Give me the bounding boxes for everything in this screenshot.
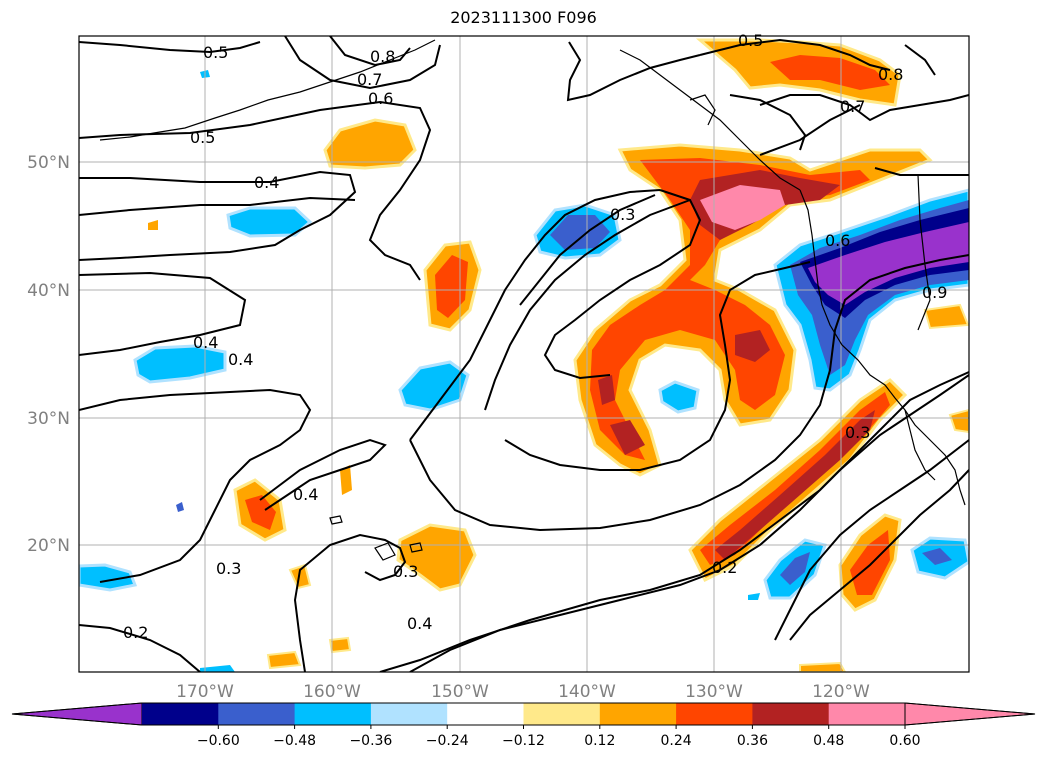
colorbar-tick-label: 0.24	[661, 733, 692, 749]
contour-label: 0.8	[370, 47, 395, 66]
colorbar-segment	[218, 703, 296, 725]
colorbar-tick-label: 0.48	[813, 733, 844, 749]
map-frame	[78, 35, 970, 673]
colorbar-segment	[447, 703, 524, 725]
shaded-region-southeast-band-red	[700, 392, 890, 565]
lon-label-170w: 170°W	[176, 682, 234, 702]
map-title: 2023111300 F096	[450, 8, 597, 27]
contour-label: 0.5	[190, 128, 215, 147]
colorbar-segment	[370, 703, 448, 725]
shaded-region-southeast-red-2	[850, 530, 890, 595]
contour-label: 0.3	[845, 423, 870, 442]
shaded-region-blue-tiny-1	[200, 665, 235, 672]
contour-label: 0.5	[203, 43, 228, 62]
shaded-region-central-orange	[573, 143, 933, 477]
colorbar-segment	[599, 703, 677, 725]
colorbar-tick-label: −0.24	[426, 733, 469, 749]
lon-label-130w: 130°W	[685, 682, 743, 702]
colorbar-tick-label: −0.36	[349, 733, 392, 749]
colorbar-extend-low	[11, 702, 143, 726]
contour-label: 0.7	[357, 70, 382, 89]
colorbar-segment	[752, 703, 830, 725]
contour-label: 0.4	[254, 173, 279, 192]
contour-label: 0.6	[368, 89, 393, 108]
lon-label-140w: 140°W	[558, 682, 616, 702]
contour-label: 0.8	[878, 65, 903, 84]
colorbar-tick-label: 0.36	[737, 733, 768, 749]
shaded-region-blue-mid	[398, 360, 470, 412]
shaded-region-north-red	[770, 55, 890, 90]
contour-label: 0.4	[407, 614, 432, 633]
shaded-region-darkred-small-1	[735, 330, 770, 362]
colorbar-tick-label: −0.60	[197, 733, 240, 749]
contour-label: 0.4	[228, 350, 253, 369]
contour-label: 0.4	[293, 485, 318, 504]
lat-label-50n: 50°N	[27, 153, 70, 173]
shaded-region-southeast-band-darkred	[715, 410, 875, 560]
shaded-region-blue-tiny-4	[748, 593, 760, 600]
shaded-region-central-pink	[700, 185, 785, 230]
colorbar-extend-high	[904, 702, 1036, 726]
shaded-region-blue-small-center	[658, 380, 700, 414]
shaded-region-tiny-orange-7	[148, 220, 158, 230]
contour-label: 0.2	[123, 623, 148, 642]
shaded-region-darkred-small-3	[610, 420, 645, 455]
shaded-region-central-red	[590, 158, 870, 460]
contour-label: 0.3	[393, 562, 418, 581]
colorbar-segment	[523, 703, 601, 725]
shaded-region-blue-south-dark	[780, 552, 810, 585]
colorbar-tick-label: 0.60	[889, 733, 920, 749]
contour-label: 0.3	[610, 205, 635, 224]
colorbar-segment	[142, 703, 219, 725]
colorbar-tick-label: 0.12	[584, 733, 615, 749]
shaded-region-east-violet	[808, 222, 969, 305]
lon-label-120w: 120°W	[812, 682, 870, 702]
shaded-region-blue-west-2	[133, 344, 227, 384]
lon-label-150w: 150°W	[431, 682, 489, 702]
contour-label: 0.3	[216, 559, 241, 578]
lat-label-30n: 30°N	[27, 409, 70, 429]
shaded-region-tiny-orange-4	[288, 563, 312, 590]
lat-label-40n: 40°N	[27, 281, 70, 301]
shaded-region-east-orange	[923, 303, 969, 330]
shaded-region-blue-center-dark	[550, 215, 610, 250]
colorbar-outline	[11, 702, 1036, 726]
shaded-region-southwest-red	[245, 495, 276, 530]
colorbar-tick-label: −0.48	[273, 733, 316, 749]
shaded-region-tiny-orange-2	[266, 650, 302, 670]
shaded-region-darkred-small-2	[598, 375, 615, 405]
shaded-region-tiny-orange-5	[799, 661, 847, 672]
shaded-region-tiny-orange-6	[948, 408, 969, 434]
contour-label: 0.2	[712, 558, 737, 577]
contour-label: 0.5	[738, 31, 763, 50]
shaded-region-blue-far-west	[79, 563, 138, 592]
lon-label-160w: 160°W	[303, 682, 361, 702]
contour-labels: 0.5 0.8 0.7 0.6 0.5 0.5 0.4 0.3 0.6 0.7 …	[123, 31, 947, 642]
shaded-region-tiny-orange-1	[340, 465, 352, 495]
shaded-region-tiny-orange-3	[328, 636, 352, 654]
colorbar-segment	[676, 703, 753, 725]
colorbar-segment	[828, 703, 906, 725]
shaded-region-blue-southeast-dark	[922, 548, 952, 565]
contour-label: 0.4	[193, 333, 218, 352]
contour-lines	[79, 36, 969, 672]
contour-label: 0.7	[840, 97, 865, 116]
colorbar: −0.60 −0.48 −0.36 −0.24 −0.12 0.12 0.24 0.36 0.4…	[11, 702, 1036, 749]
contour-label: 0.9	[922, 283, 947, 302]
colorbar-segment	[294, 703, 372, 725]
longitude-labels: 170°W 160°W 150°W 140°W 130°W 120°W	[176, 682, 870, 702]
contour-label: 0.6	[825, 231, 850, 250]
lat-label-20n: 20°N	[27, 536, 70, 556]
shaded-region-northwest-orange	[323, 118, 417, 170]
colorbar-tick-label: −0.12	[502, 733, 545, 749]
latitude-labels: 50°N 40°N 30°N 20°N	[27, 153, 70, 556]
shaded-region-blue-tiny-2	[176, 502, 184, 512]
